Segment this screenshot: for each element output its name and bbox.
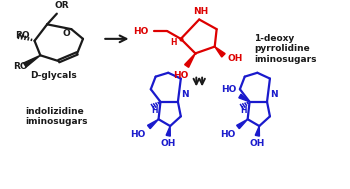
Text: 1-deoxy
pyrrolidine
iminosugars: 1-deoxy pyrrolidine iminosugars — [254, 34, 317, 64]
Polygon shape — [23, 55, 40, 67]
Polygon shape — [147, 119, 159, 129]
Text: H: H — [170, 38, 177, 47]
Text: HO: HO — [131, 130, 146, 139]
Text: H: H — [240, 106, 247, 115]
Text: HO: HO — [173, 71, 189, 80]
Text: D-glycals: D-glycals — [30, 71, 77, 80]
Polygon shape — [239, 94, 250, 102]
Text: indolizidine
iminosugars: indolizidine iminosugars — [25, 107, 88, 126]
Polygon shape — [255, 126, 259, 136]
Polygon shape — [215, 47, 225, 57]
Polygon shape — [237, 119, 248, 129]
Text: OH: OH — [227, 54, 243, 63]
Polygon shape — [166, 126, 170, 136]
Polygon shape — [185, 53, 195, 67]
Text: NH: NH — [194, 7, 209, 16]
Text: RO: RO — [13, 62, 28, 71]
Text: OR: OR — [54, 1, 69, 10]
Text: HO: HO — [133, 27, 149, 36]
Text: HO: HO — [222, 85, 237, 94]
Text: N: N — [181, 90, 188, 99]
Text: OH: OH — [250, 139, 265, 148]
Text: RO: RO — [15, 31, 30, 40]
Text: HO: HO — [220, 130, 235, 139]
Text: O: O — [63, 29, 70, 38]
Text: OH: OH — [161, 139, 176, 148]
Text: H: H — [151, 106, 158, 115]
Text: N: N — [270, 90, 278, 99]
